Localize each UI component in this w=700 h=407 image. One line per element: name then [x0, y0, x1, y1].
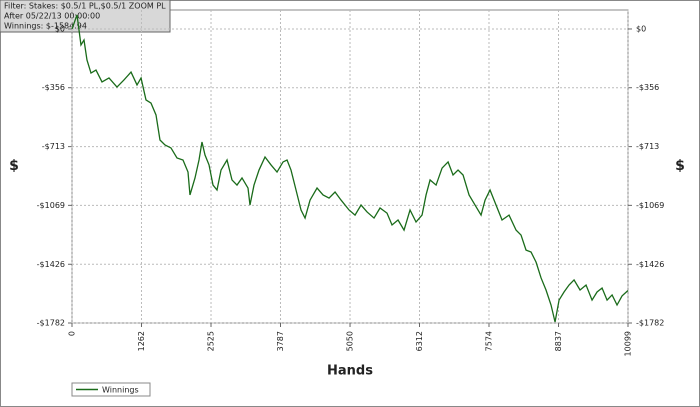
x-tick-label: 6312 — [415, 331, 424, 351]
legend-label: Winnings — [102, 386, 139, 395]
y-axis-label: $ — [9, 158, 19, 174]
y-tick-label: -$1782 — [37, 319, 65, 328]
x-tick-label: 0 — [68, 331, 77, 336]
x-tick-label: 10099 — [624, 331, 633, 356]
info-line: Filter: Stakes: $0.5/1 PL,$0.5/1 ZOOM PL — [4, 2, 166, 11]
y-tick-label: -$1426 — [37, 260, 65, 269]
y-tick-label-right: -$356 — [636, 83, 659, 92]
y-tick-label: $0 — [55, 24, 65, 33]
x-tick-label: 3787 — [276, 331, 285, 351]
x-tick-label: 5050 — [346, 331, 355, 351]
x-tick-label: 2525 — [207, 331, 216, 351]
x-tick-label: 7574 — [484, 331, 493, 351]
y-tick-label: -$356 — [42, 83, 65, 92]
y-tick-label: -$713 — [42, 142, 65, 151]
y-tick-label: -$1069 — [37, 201, 65, 210]
legend-box — [71, 382, 151, 397]
y-tick-label-right: $0 — [636, 24, 646, 33]
y-tick-label-right: -$1782 — [636, 319, 664, 328]
y-tick-label-right: -$1069 — [636, 201, 664, 210]
x-tick-label: 1262 — [137, 331, 146, 351]
x-tick-label: 8837 — [554, 331, 563, 351]
info-line: Winnings: $-1584.94 — [4, 22, 87, 31]
x-axis-label: Hands — [327, 364, 373, 379]
legend: Winnings — [71, 382, 151, 397]
data-line — [71, 14, 629, 323]
y-tick-label-right: -$713 — [636, 142, 659, 151]
y-tick-label-right: -$1426 — [636, 260, 664, 269]
info-line: After 05/22/13 00:00:00 — [4, 12, 100, 21]
info-box: Filter: Stakes: $0.5/1 PL,$0.5/1 ZOOM PL… — [0, 0, 171, 33]
y-axis-label-right: $ — [675, 158, 685, 174]
